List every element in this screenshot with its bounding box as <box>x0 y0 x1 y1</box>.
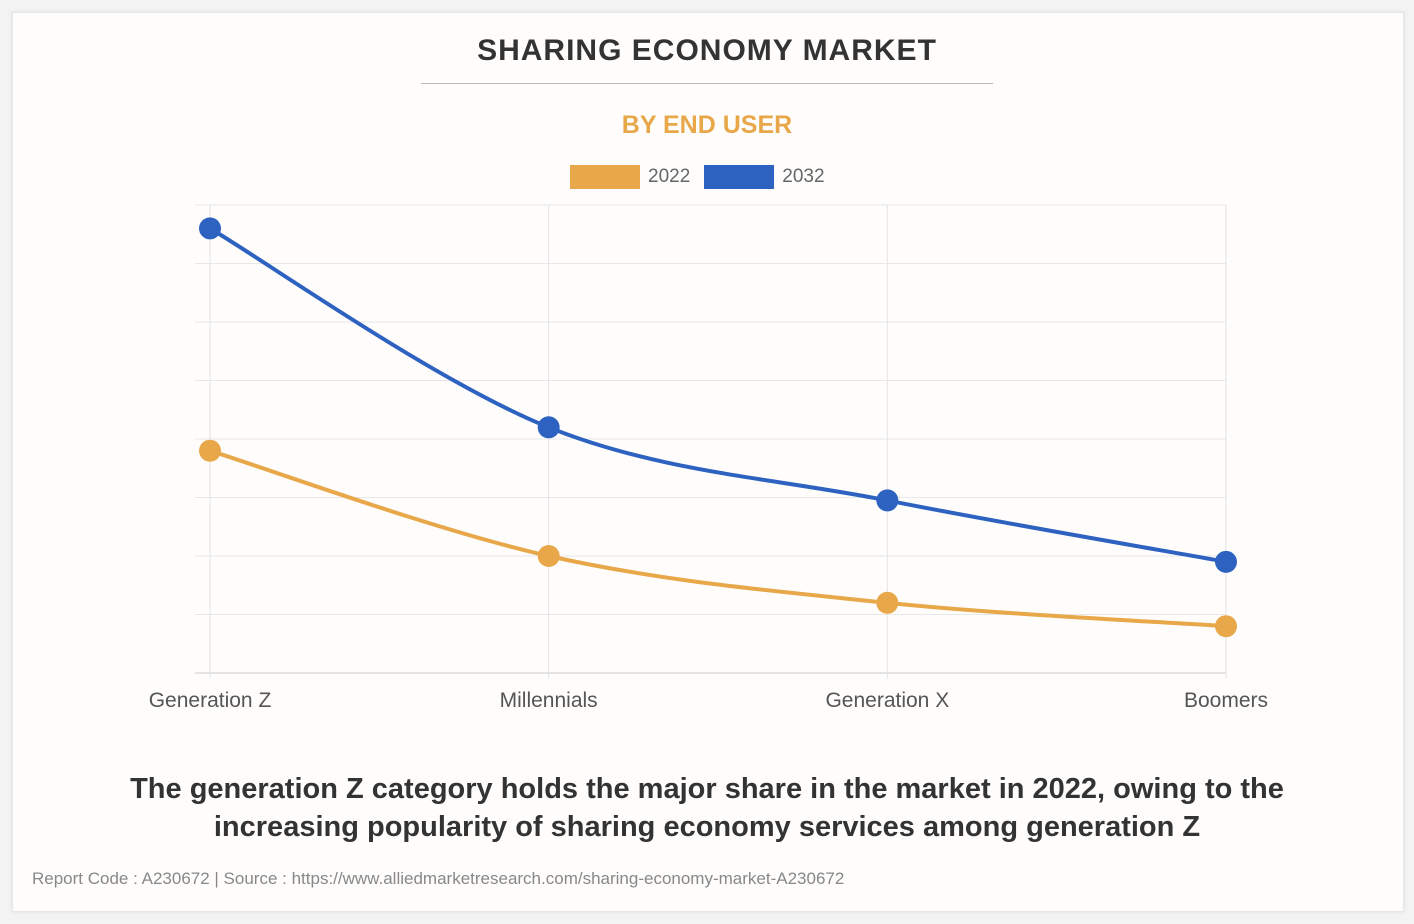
series-line-2022 <box>209 448 1227 629</box>
data-point-2032-generation-x <box>876 489 899 512</box>
title-divider <box>421 83 993 84</box>
x-tick-label: Boomers <box>1184 689 1268 712</box>
data-point-2022-generation-z <box>199 439 221 462</box>
data-point-2032-generation-z <box>199 217 221 240</box>
x-tick-label: Millennials <box>500 689 598 712</box>
data-point-2022-boomers <box>1215 615 1237 638</box>
chart-title: SHARING ECONOMY MARKET <box>477 34 937 67</box>
data-point-2022-generation-x <box>876 591 899 614</box>
legend-label-2032: 2032 <box>782 166 825 187</box>
legend: 2022 2032 <box>570 165 839 189</box>
legend-swatch-2032 <box>704 165 775 189</box>
x-tick-label: Generation Z <box>149 689 272 712</box>
legend-label-2022: 2022 <box>648 166 691 187</box>
legend-swatch-2022 <box>570 165 640 189</box>
x-tick-label: Generation X <box>825 689 949 712</box>
chart-subtitle: BY END USER <box>621 111 793 139</box>
data-point-2022-millennials <box>537 545 560 567</box>
chart-caption: The generation Z category holds the majo… <box>130 773 1284 843</box>
series-line-2032 <box>208 226 1227 564</box>
source-footer: Report Code : A230672 | Source : https:/… <box>32 869 845 888</box>
data-point-2032-boomers <box>1215 550 1237 573</box>
data-point-2032-millennials <box>537 416 560 439</box>
